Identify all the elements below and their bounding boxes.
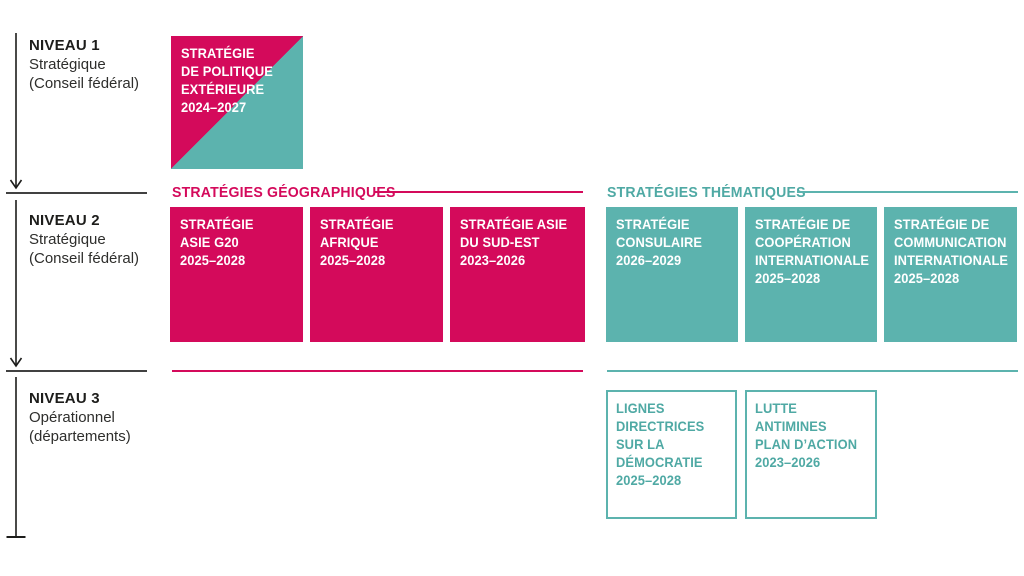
strategy-box-afrique: STRATÉGIE AFRIQUE 2025–2028 <box>310 207 443 342</box>
action-plan-box-antimines: LUTTE ANTIMINES PLAN D’ACTION 2023–2026 <box>745 390 877 519</box>
level-2-name: NIVEAU 2 <box>29 212 100 229</box>
guidelines-box-democratie: LIGNES DIRECTRICES SUR LA DÉMOCRATIE 202… <box>606 390 737 519</box>
strategy-box-communication-internationale-title: STRATÉGIE DE COMMUNICATION INTERNATIONAL… <box>894 216 1009 286</box>
strategy-box-cooperation-internationale-title: STRATÉGIE DE COOPÉRATION INTERNATIONALE … <box>755 216 870 286</box>
guidelines-box-democratie-title: LIGNES DIRECTRICES SUR LA DÉMOCRATIE 202… <box>616 400 705 488</box>
strategy-box-asie-g20: STRATÉGIE ASIE G20 2025–2028 <box>170 207 303 342</box>
strategy-box-afrique-title: STRATÉGIE AFRIQUE 2025–2028 <box>320 216 394 268</box>
level-3-type: Opérationnel <box>29 409 115 426</box>
level-1-name: NIVEAU 1 <box>29 37 100 54</box>
thematic-level3-rule <box>607 370 1018 372</box>
strategy-box-communication-internationale: STRATÉGIE DE COMMUNICATION INTERNATIONAL… <box>884 207 1017 342</box>
level-3-name: NIVEAU 3 <box>29 390 100 407</box>
level-2-org: (Conseil fédéral) <box>29 250 140 267</box>
strategy-box-politique-exterieure: STRATÉGIE DE POLITIQUE EXTÉRIEURE 2024–2… <box>171 36 303 169</box>
geographic-strategies-header: STRATÉGIES GÉOGRAPHIQUES <box>172 184 396 201</box>
level-1-org: (Conseil fédéral) <box>29 75 140 92</box>
level-3-label: NIVEAU 3 Opérationnel (départements) <box>29 389 131 446</box>
level-2-type: Stratégique <box>29 231 106 248</box>
thematic-strategies-header: STRATÉGIES THÉMATIQUES <box>607 184 806 201</box>
action-plan-box-antimines-title: LUTTE ANTIMINES PLAN D’ACTION 2023–2026 <box>755 400 858 470</box>
thematic-header-rule <box>797 191 1018 193</box>
geographic-level3-rule <box>172 370 583 372</box>
geographic-header-rule <box>374 191 583 193</box>
level-2-label: NIVEAU 2 Stratégique (Conseil fédéral) <box>29 211 139 268</box>
strategy-box-consulaire: STRATÉGIE CONSULAIRE 2026–2029 <box>606 207 738 342</box>
strategy-box-politique-exterieure-title: STRATÉGIE DE POLITIQUE EXTÉRIEURE 2024–2… <box>181 45 273 115</box>
level-1-label: NIVEAU 1 Stratégique (Conseil fédéral) <box>29 36 139 93</box>
level-1-type: Stratégique <box>29 56 106 73</box>
strategy-box-asie-sud-est-title: STRATÉGIE ASIE DU SUD-EST 2023–2026 <box>460 216 568 268</box>
level-3-org: (départements) <box>29 428 131 445</box>
strategy-box-asie-g20-title: STRATÉGIE ASIE G20 2025–2028 <box>180 216 254 268</box>
strategy-box-consulaire-title: STRATÉGIE CONSULAIRE 2026–2029 <box>616 216 703 268</box>
level-axis-arrows <box>6 33 26 538</box>
level-divider-2 <box>6 370 147 372</box>
strategy-box-cooperation-internationale: STRATÉGIE DE COOPÉRATION INTERNATIONALE … <box>745 207 877 342</box>
strategy-box-asie-sud-est: STRATÉGIE ASIE DU SUD-EST 2023–2026 <box>450 207 585 342</box>
level-divider-1 <box>6 192 147 194</box>
